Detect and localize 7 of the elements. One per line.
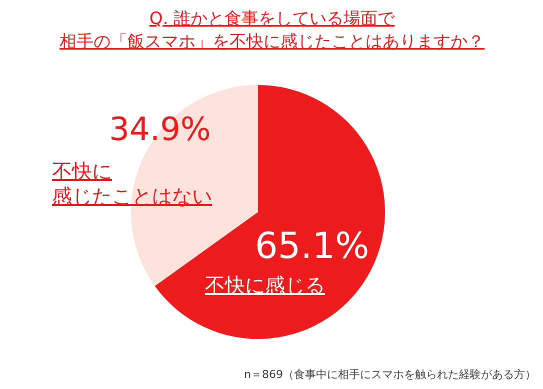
slice-label: 不快に感じる	[205, 273, 325, 297]
slice-label: 不快に感じたことはない	[52, 159, 212, 208]
data-label: 65.1%	[254, 226, 370, 267]
data-label: 34.9%	[109, 110, 211, 148]
text: n＝869（食事中に相手にスマホを触られた経験がある方）	[244, 368, 536, 381]
chart-title: Q. 誰かと食事をしている場面で	[149, 9, 396, 29]
chart-subtitle: 相手の「飯スマホ」を不快に感じたことはありますか？	[60, 32, 484, 52]
